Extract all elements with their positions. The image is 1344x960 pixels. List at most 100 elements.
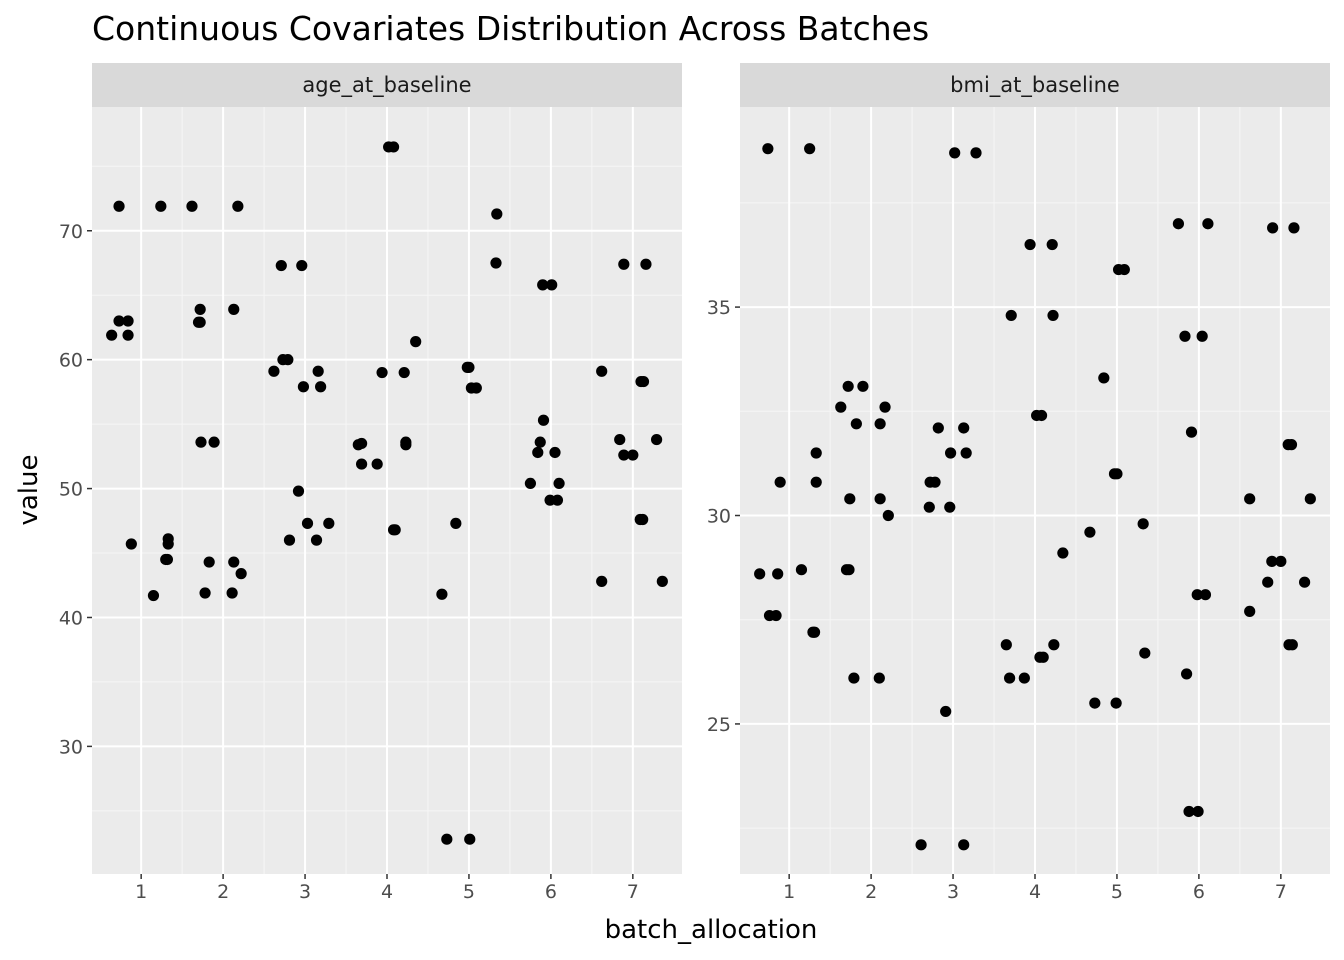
data-point xyxy=(532,446,544,459)
data-point xyxy=(1262,576,1274,588)
data-point xyxy=(762,143,774,155)
y-tick-label: 30 xyxy=(59,736,83,758)
data-point xyxy=(754,568,766,580)
data-point xyxy=(301,517,314,529)
data-point xyxy=(1047,309,1059,322)
data-point xyxy=(1183,805,1195,818)
data-point xyxy=(1000,639,1012,651)
x-tick-label: 1 xyxy=(135,881,147,903)
data-point xyxy=(1139,647,1151,659)
data-point xyxy=(1005,309,1017,322)
data-point xyxy=(637,375,650,388)
data-point xyxy=(155,200,167,212)
data-point xyxy=(162,538,174,550)
data-point xyxy=(882,509,894,522)
x-tick-label: 7 xyxy=(1275,881,1287,903)
data-point xyxy=(627,449,639,461)
data-point xyxy=(371,458,383,470)
data-point xyxy=(770,609,782,622)
data-point xyxy=(1035,409,1048,422)
y-tick-label: 60 xyxy=(59,350,83,372)
data-point xyxy=(944,447,957,459)
data-point xyxy=(1003,672,1016,684)
data-point xyxy=(618,449,630,461)
data-point xyxy=(1304,493,1316,505)
data-point xyxy=(551,494,564,506)
data-point xyxy=(656,575,668,587)
data-point xyxy=(310,534,323,546)
y-tick-label: 50 xyxy=(59,479,83,501)
data-point xyxy=(1089,697,1101,709)
x-tick-label: 6 xyxy=(1193,881,1205,903)
y-tick-label: 35 xyxy=(707,297,731,319)
facet-strip xyxy=(92,63,682,107)
y-tick-label: 40 xyxy=(59,607,83,629)
data-point xyxy=(1137,518,1149,530)
data-point xyxy=(400,436,412,448)
data-point xyxy=(850,418,862,430)
data-point xyxy=(228,303,240,315)
data-point xyxy=(323,517,335,529)
data-point xyxy=(106,329,118,341)
data-point xyxy=(1098,372,1110,384)
facet-strip-label: bmi_at_baseline xyxy=(950,73,1120,98)
facet-panel-age_at_baseline: age_at_baseline 1 2 3 4 5 6 7 30 40 50 60 70 xyxy=(59,63,682,903)
data-point xyxy=(848,672,860,684)
data-point xyxy=(463,361,475,373)
data-point xyxy=(1202,218,1214,230)
data-point xyxy=(275,259,287,272)
data-point xyxy=(844,493,856,505)
facet-panels: age_at_baseline 1 2 3 4 5 6 7 30 40 50 60 70 bmi_at_b… xyxy=(59,63,1330,903)
x-tick-label: 3 xyxy=(299,881,311,903)
data-point xyxy=(1037,651,1049,663)
data-point xyxy=(835,401,847,413)
y-axis-title: value xyxy=(14,454,44,525)
data-point xyxy=(147,589,160,602)
data-point xyxy=(355,458,368,470)
data-point xyxy=(450,517,462,529)
y-tick-label: 30 xyxy=(707,506,731,528)
data-point xyxy=(296,259,308,272)
x-tick-label: 4 xyxy=(381,881,393,903)
data-point xyxy=(1266,555,1278,567)
data-point xyxy=(1018,672,1030,684)
data-point xyxy=(195,436,207,448)
data-point xyxy=(161,553,173,566)
data-point xyxy=(960,447,972,459)
data-point xyxy=(810,476,822,488)
data-point xyxy=(774,476,786,488)
x-tick-label: 6 xyxy=(545,881,557,903)
data-point xyxy=(1285,439,1298,451)
data-point xyxy=(1110,697,1122,709)
data-point xyxy=(1172,218,1185,230)
data-point xyxy=(1267,222,1279,234)
facet-strip-label: age_at_baseline xyxy=(302,73,471,98)
data-point xyxy=(490,257,502,269)
data-point xyxy=(194,316,206,328)
facet-strip xyxy=(740,63,1330,107)
data-point xyxy=(970,147,982,159)
data-point xyxy=(1048,639,1060,651)
data-point xyxy=(940,705,952,718)
chart-title: Continuous Covariates Distribution Acros… xyxy=(92,9,929,48)
data-point xyxy=(470,382,482,394)
data-point xyxy=(228,556,240,568)
data-point xyxy=(810,447,822,459)
data-point xyxy=(441,833,453,845)
data-point xyxy=(524,477,537,490)
data-point xyxy=(949,147,961,159)
data-point xyxy=(637,513,649,526)
data-point xyxy=(208,436,220,448)
data-point xyxy=(1046,238,1058,251)
data-point xyxy=(113,315,125,327)
data-point xyxy=(1199,589,1212,601)
data-point xyxy=(1185,426,1198,438)
data-point xyxy=(873,672,885,684)
data-point xyxy=(235,568,247,580)
data-point xyxy=(1191,589,1203,601)
data-point xyxy=(122,315,134,327)
data-point xyxy=(879,401,891,413)
data-point xyxy=(203,556,215,568)
x-tick-label: 2 xyxy=(217,881,229,903)
data-point xyxy=(1084,526,1096,538)
